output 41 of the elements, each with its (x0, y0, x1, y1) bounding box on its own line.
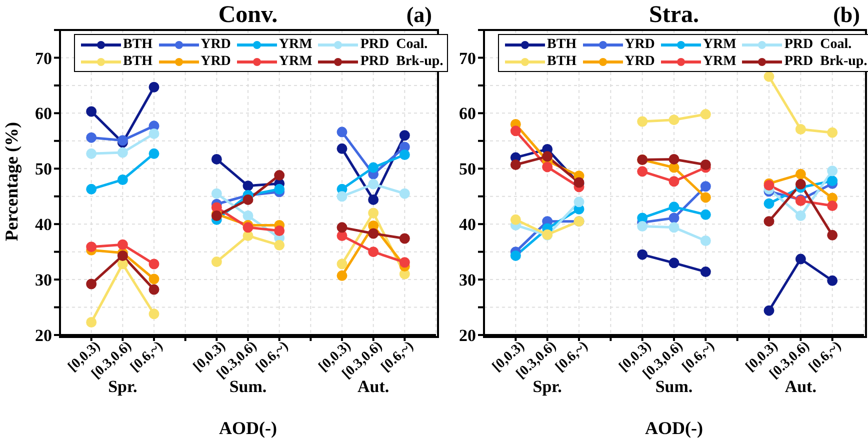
legend-label: YRM (278, 53, 312, 70)
text: Sum. (655, 377, 694, 397)
x-axis-title: AOD(-) (218, 418, 278, 439)
text: Aut. (784, 377, 818, 397)
legend-label: BTH (123, 53, 153, 70)
y-tick-label: 30 (35, 270, 52, 290)
y-tick-label: 50 (459, 160, 476, 179)
legend-label: BTH (123, 36, 153, 53)
legend-label: YRD (624, 53, 655, 70)
y-tick-label: 60 (459, 104, 476, 124)
legend-label: PRD Coal. (360, 36, 428, 53)
text: (b) (833, 2, 860, 28)
legend-label: YRM (702, 36, 736, 53)
x-axis-title: AOD(-) (644, 418, 704, 439)
chart-title: Stra. (649, 2, 699, 28)
legend-label: YRD (200, 53, 231, 70)
chart-title: Conv. (218, 2, 278, 28)
legend-label: YRM (278, 36, 312, 53)
legend-label: YRD (200, 36, 231, 53)
y-tick-label: 40 (35, 215, 52, 234)
legend-label: BTH (547, 36, 577, 53)
text: Sum. (229, 377, 268, 397)
y-tick-label: 60 (35, 104, 52, 124)
y-tick-label: 30 (459, 270, 476, 290)
text: Spr. (108, 377, 138, 397)
legend-label: BTH (547, 53, 577, 70)
y-tick-label: 70 (35, 48, 52, 68)
legend-label: PRD Brk-up. (784, 53, 868, 70)
text: (a) (406, 2, 432, 28)
legend-label: YRD (624, 36, 655, 53)
legend-label: PRD Brk-up. (360, 53, 444, 70)
y-tick-label: 70 (459, 48, 476, 68)
text: Aut. (358, 377, 390, 397)
text: Spr. (532, 377, 563, 397)
legend-label: YRM (702, 53, 736, 70)
y-tick-label: 20 (35, 326, 52, 346)
y-tick-label: 40 (459, 215, 476, 234)
y-axis-title: Percentage (%) (2, 120, 22, 243)
y-tick-label: 50 (35, 160, 52, 179)
y-tick-label: 20 (459, 326, 476, 346)
legend-label: PRD Coal. (784, 36, 852, 53)
